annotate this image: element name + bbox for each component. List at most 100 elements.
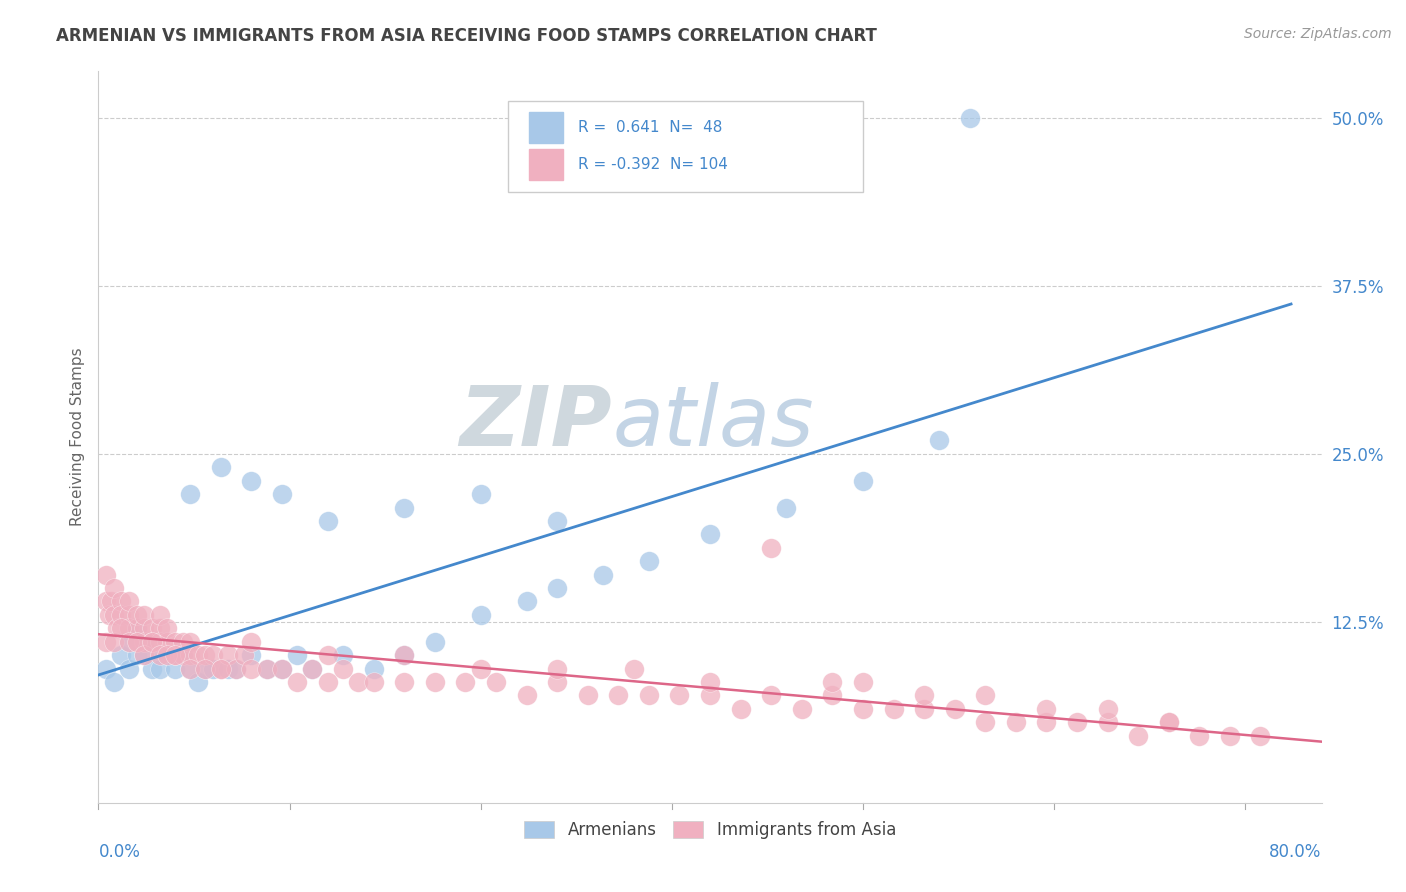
- Point: [98, 607, 121, 622]
- Point: [134, 634, 156, 648]
- Point: [125, 607, 148, 622]
- Point: [332, 648, 354, 662]
- Point: [637, 554, 661, 568]
- Point: [301, 662, 323, 676]
- Point: [392, 500, 416, 515]
- Point: [1004, 715, 1026, 730]
- Point: [100, 594, 122, 608]
- Point: [699, 689, 721, 703]
- Point: [852, 675, 875, 690]
- Point: [125, 621, 148, 635]
- Point: [179, 487, 201, 501]
- Point: [347, 675, 370, 690]
- Legend: Armenians, Immigrants from Asia: Armenians, Immigrants from Asia: [517, 814, 903, 846]
- Point: [699, 675, 721, 690]
- Text: 80.0%: 80.0%: [1270, 843, 1322, 861]
- Point: [392, 675, 416, 690]
- Point: [516, 689, 538, 703]
- Point: [156, 621, 179, 635]
- Point: [149, 607, 172, 622]
- Point: [125, 634, 148, 648]
- Point: [974, 715, 997, 730]
- Point: [959, 112, 981, 126]
- Point: [105, 621, 128, 635]
- Bar: [529, 149, 564, 179]
- Point: [172, 648, 194, 662]
- Point: [118, 594, 141, 608]
- Point: [103, 607, 125, 622]
- Point: [1157, 715, 1180, 730]
- Point: [156, 648, 179, 662]
- Bar: [529, 112, 564, 143]
- Text: atlas: atlas: [612, 382, 814, 463]
- Point: [134, 621, 156, 635]
- Point: [202, 662, 225, 676]
- Point: [134, 648, 156, 662]
- Point: [156, 648, 179, 662]
- Point: [141, 634, 163, 648]
- Point: [240, 634, 263, 648]
- Point: [103, 634, 125, 648]
- Text: Source: ZipAtlas.com: Source: ZipAtlas.com: [1244, 27, 1392, 41]
- Point: [194, 662, 217, 676]
- Text: ZIP: ZIP: [460, 382, 612, 463]
- Point: [546, 581, 568, 595]
- Text: ARMENIAN VS IMMIGRANTS FROM ASIA RECEIVING FOOD STAMPS CORRELATION CHART: ARMENIAN VS IMMIGRANTS FROM ASIA RECEIVI…: [56, 27, 877, 45]
- Point: [118, 662, 141, 676]
- Point: [821, 689, 844, 703]
- Point: [470, 607, 492, 622]
- Point: [240, 474, 263, 488]
- Point: [637, 689, 661, 703]
- Point: [141, 662, 163, 676]
- Point: [1035, 702, 1057, 716]
- Point: [363, 675, 385, 690]
- Point: [270, 487, 292, 501]
- Point: [217, 662, 239, 676]
- Point: [118, 607, 141, 622]
- Point: [202, 648, 225, 662]
- Point: [240, 648, 263, 662]
- Point: [240, 662, 263, 676]
- Point: [1249, 729, 1271, 743]
- Point: [546, 514, 568, 528]
- Point: [485, 675, 508, 690]
- Point: [730, 702, 752, 716]
- Point: [852, 474, 875, 488]
- Point: [94, 662, 117, 676]
- Point: [163, 648, 186, 662]
- Point: [110, 621, 132, 635]
- Point: [883, 702, 905, 716]
- Point: [103, 581, 125, 595]
- Point: [110, 607, 132, 622]
- Point: [194, 662, 217, 676]
- Point: [790, 702, 813, 716]
- Point: [118, 621, 141, 635]
- Point: [332, 662, 354, 676]
- Point: [179, 634, 201, 648]
- Point: [209, 662, 232, 676]
- Point: [141, 634, 163, 648]
- Point: [928, 434, 950, 448]
- Point: [546, 662, 568, 676]
- Point: [179, 662, 201, 676]
- Point: [187, 675, 209, 690]
- Point: [470, 662, 492, 676]
- Point: [125, 621, 148, 635]
- Point: [392, 648, 416, 662]
- Point: [134, 648, 156, 662]
- Point: [149, 621, 172, 635]
- Point: [316, 675, 339, 690]
- Point: [179, 662, 201, 676]
- Point: [576, 689, 599, 703]
- Point: [232, 648, 254, 662]
- Point: [179, 648, 201, 662]
- Point: [943, 702, 966, 716]
- Point: [149, 634, 172, 648]
- Point: [1219, 729, 1241, 743]
- Point: [125, 648, 148, 662]
- Point: [592, 567, 614, 582]
- Point: [149, 648, 172, 662]
- Point: [256, 662, 278, 676]
- Point: [607, 689, 630, 703]
- Point: [316, 514, 339, 528]
